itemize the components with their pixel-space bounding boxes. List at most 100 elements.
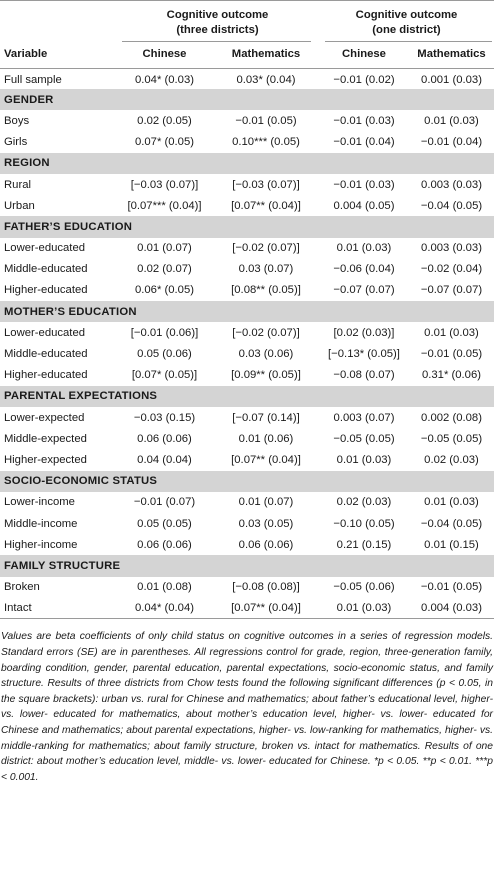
row-label: Boys: [4, 114, 30, 127]
cell-chinese-one: [−0.13* (0.05)]: [328, 348, 400, 361]
group-header-three-districts-line1: Cognitive outcome: [166, 9, 269, 21]
table-row: Middle-expected 0.06 (0.06) 0.01 (0.06) −0.…: [0, 428, 494, 449]
cell-chinese-three: 0.05 (0.05): [137, 517, 192, 530]
cell-chinese-one: 0.004 (0.05): [333, 199, 395, 212]
column-header-math-one: Mathematics: [409, 41, 494, 69]
cell-math-three: 0.03* (0.04): [236, 74, 296, 87]
cell-math-three: [−0.02 (0.07)]: [232, 326, 300, 339]
cell-chinese-one: −0.05 (0.05): [333, 432, 395, 445]
row-label: Broken: [4, 581, 40, 594]
table-footnote: Values are beta coefficients of only chi…: [1, 631, 493, 783]
row-label: Rural: [4, 178, 31, 191]
section-header-row: PARENTAL EXPECTATIONS: [0, 385, 494, 407]
table-row: Higher-expected 0.04 (0.04) [0.07** (0.04)…: [0, 449, 494, 470]
row-label: Lower-income: [4, 496, 75, 509]
section-label: FATHER’S EDUCATION: [0, 216, 494, 238]
cell-chinese-three: [−0.03 (0.07)]: [130, 178, 199, 191]
cell-math-one: 0.31* (0.06): [421, 369, 482, 382]
cell-math-three: −0.01 (0.05): [235, 114, 297, 127]
table-row: Boys 0.02 (0.05) −0.01 (0.05) −0.01 (0.03) 0…: [0, 110, 494, 131]
cell-chinese-three: 0.04* (0.04): [134, 602, 195, 615]
cell-chinese-one: −0.01 (0.03): [333, 178, 395, 191]
column-header-variable: Variable: [0, 41, 116, 69]
cell-chinese-one: 0.01 (0.03): [336, 602, 392, 615]
cell-chinese-three: 0.06 (0.06): [137, 538, 192, 551]
row-label: Intact: [4, 602, 32, 615]
row-label: Middle-expected: [4, 432, 87, 445]
table-row: Girls 0.07* (0.05) 0.10*** (0.05) −0.01 (0.…: [0, 132, 494, 153]
section-label: PARENTAL EXPECTATIONS: [0, 385, 494, 407]
cell-math-three: 0.03 (0.06): [238, 348, 294, 361]
section-header-row: SOCIO-ECONOMIC STATUS: [0, 470, 494, 492]
cell-chinese-three: [−0.01 (0.06)]: [130, 326, 199, 339]
cell-chinese-three: 0.02 (0.07): [137, 263, 192, 276]
cell-math-one: −0.01 (0.05): [420, 581, 483, 594]
cell-chinese-three: 0.01 (0.08): [137, 581, 192, 594]
cell-chinese-three: 0.01 (0.07): [137, 242, 192, 255]
cell-math-three: 0.06 (0.06): [238, 538, 294, 551]
cell-chinese-one: −0.01 (0.03): [333, 114, 395, 127]
cell-math-three: 0.01 (0.06): [238, 432, 294, 445]
section-header-row: REGION: [0, 152, 494, 174]
group-header-row: Cognitive outcome (three districts) Cogn…: [0, 1, 494, 42]
cell-math-one: −0.07 (0.07): [420, 284, 483, 297]
cell-math-one: −0.05 (0.05): [420, 432, 483, 445]
section-header-row: GENDER: [0, 89, 494, 111]
cell-math-one: 0.01 (0.03): [424, 326, 479, 339]
cell-math-one: 0.004 (0.03): [421, 602, 482, 615]
row-label: Middle-educated: [4, 348, 88, 361]
group-header-three-districts: Cognitive outcome (three districts): [116, 1, 319, 42]
cell-chinese-one: 0.003 (0.07): [333, 411, 395, 424]
section-header-row: FATHER’S EDUCATION: [0, 216, 494, 238]
table-container: Cognitive outcome (three districts) Cogn…: [0, 0, 494, 783]
cell-math-three: [0.08** (0.05)]: [231, 284, 301, 297]
cell-chinese-one: [0.02 (0.03)]: [333, 326, 395, 339]
cell-math-one: −0.02 (0.04): [420, 263, 483, 276]
section-header-row: FAMILY STRUCTURE: [0, 555, 494, 577]
row-label: Girls: [4, 136, 28, 149]
table-row: Full sample 0.04* (0.03) 0.03* (0.04) −0.01…: [0, 68, 494, 89]
table-row: Broken 0.01 (0.08) [−0.08 (0.08)] −0.05 (0.…: [0, 577, 494, 598]
section-label: MOTHER’S EDUCATION: [0, 301, 494, 323]
column-header-math-three: Mathematics: [213, 41, 319, 69]
cell-math-three: [0.07** (0.04)]: [231, 199, 301, 212]
table-row: Middle-income 0.05 (0.05) 0.03 (0.05) −0.10…: [0, 513, 494, 534]
row-label: Middle-educated: [4, 263, 88, 276]
cell-chinese-one: −0.10 (0.05): [333, 517, 395, 530]
cell-chinese-one: −0.05 (0.06): [333, 581, 395, 594]
table-row: Higher-educated [0.07* (0.05)] [0.09** (0.…: [0, 365, 494, 386]
cell-math-three: 0.10*** (0.05): [232, 136, 300, 149]
cell-chinese-one: −0.08 (0.07): [333, 369, 395, 382]
table-row: Higher-income 0.06 (0.06) 0.06 (0.06) 0.21 …: [0, 534, 494, 555]
table-row: Lower-educated 0.01 (0.07) [−0.02 (0.07)] 0…: [0, 238, 494, 259]
table-row: Higher-educated 0.06* (0.05) [0.08** (0.05…: [0, 280, 494, 301]
section-label: GENDER: [0, 89, 494, 111]
cell-math-one: 0.01 (0.03): [424, 496, 479, 509]
cell-chinese-three: 0.02 (0.05): [137, 114, 192, 127]
cell-math-one: −0.01 (0.05): [420, 348, 483, 361]
cell-math-one: −0.04 (0.05): [420, 517, 483, 530]
table-row: Urban [0.07*** (0.04)] [0.07** (0.04)] 0.00…: [0, 195, 494, 216]
row-label: Lower-expected: [4, 411, 85, 424]
section-header-row: MOTHER’S EDUCATION: [0, 301, 494, 323]
cell-chinese-one: −0.01 (0.02): [333, 74, 395, 87]
table-row: Middle-educated 0.02 (0.07) 0.03 (0.07) −0.…: [0, 259, 494, 280]
cell-chinese-three: [0.07* (0.05)]: [131, 369, 198, 382]
cell-math-three: 0.03 (0.07): [238, 263, 294, 276]
cell-chinese-one: 0.21 (0.15): [336, 538, 392, 551]
cell-chinese-three: −0.03 (0.15): [133, 411, 196, 424]
cell-chinese-one: −0.07 (0.07): [333, 284, 395, 297]
cell-math-three: [−0.08 (0.08)]: [232, 581, 300, 594]
cell-math-one: 0.002 (0.08): [421, 411, 482, 424]
cell-math-three: [0.07** (0.04)]: [231, 602, 301, 615]
table-body: Full sample 0.04* (0.03) 0.03* (0.04) −0.01…: [0, 68, 494, 620]
row-label: Higher-income: [4, 538, 78, 551]
row-label: Lower-educated: [4, 326, 86, 339]
row-label: Higher-expected: [4, 453, 87, 466]
table-row: Lower-income −0.01 (0.07) 0.01 (0.07) 0.02 …: [0, 492, 494, 513]
table-row: Lower-educated [−0.01 (0.06)] [−0.02 (0.07…: [0, 322, 494, 343]
table-row: Intact 0.04* (0.04) [0.07** (0.04)] 0.01 (0…: [0, 598, 494, 619]
cell-math-one: 0.01 (0.15): [424, 538, 479, 551]
column-header-row: Variable Chinese Mathematics Chinese Mat…: [0, 41, 494, 69]
section-label: SOCIO-ECONOMIC STATUS: [0, 470, 494, 492]
